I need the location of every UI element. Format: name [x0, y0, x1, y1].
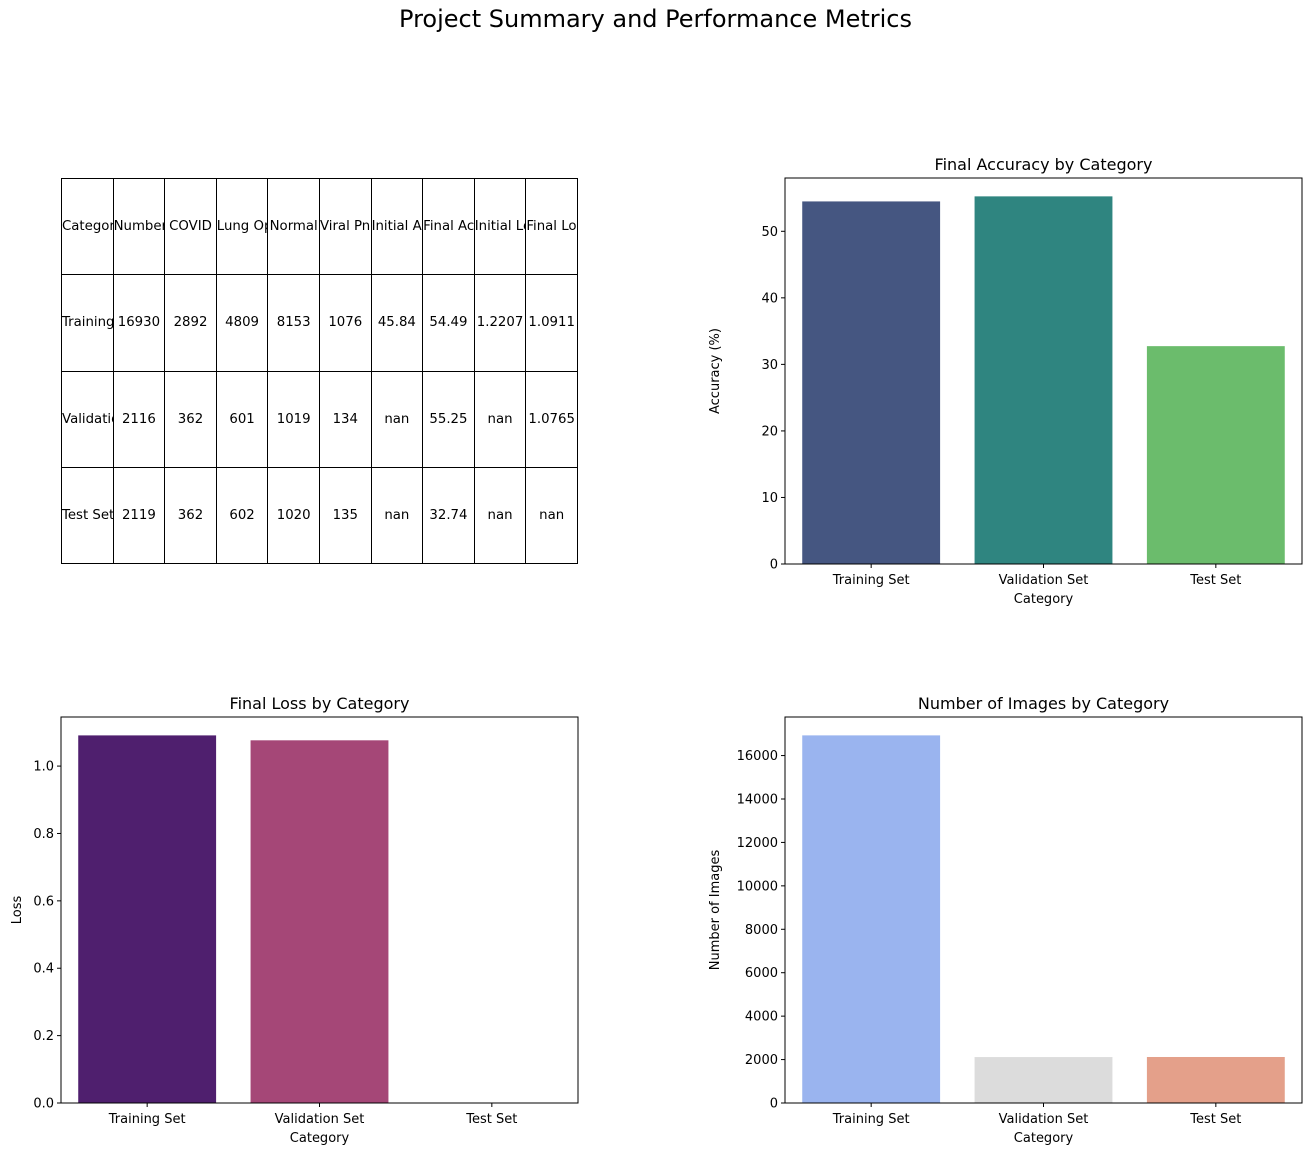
- table-cell: 4809: [215, 274, 269, 372]
- table-row: Validation Set21163626011019134nan55.25n…: [61, 370, 578, 468]
- chart1-ytick-label: 0: [770, 558, 778, 573]
- chart3-bar: [802, 735, 941, 1103]
- chart1-ytick-label: 30: [761, 358, 778, 373]
- chart2-ytick-label: 0.8: [33, 827, 54, 842]
- table-cell: Training Set: [61, 274, 114, 372]
- chart2-xtick-label: Training Set: [108, 1112, 186, 1127]
- chart2-ytick-label: 1.0: [33, 760, 54, 775]
- chart3-bar: [974, 1057, 1113, 1103]
- chart1-xtick-label: Training Set: [832, 573, 910, 588]
- table-cell: 16930: [112, 274, 166, 372]
- chart2-xlabel: Category: [290, 1131, 350, 1146]
- chart1-ylabel: Accuracy (%): [708, 328, 723, 414]
- table-cell: nan: [525, 466, 578, 565]
- table-row: Test Set 2119 362 602 1020 135 nan 32.74 nan nan: [61, 466, 578, 565]
- table-cell: nan: [370, 370, 424, 468]
- table-cell: 362: [164, 370, 217, 468]
- chart1-xtick-label: Test Set: [1189, 573, 1241, 588]
- chart3-xtick-label: Validation Set: [999, 1112, 1089, 1127]
- chart3-ytick-label: 8000: [745, 923, 778, 938]
- chart3-ytick-label: 0: [770, 1097, 778, 1112]
- table-header-cell: Normal: [267, 177, 320, 276]
- table-cell: 1.2207: [473, 274, 527, 372]
- table-cell: nan: [473, 370, 527, 468]
- table-header-cell: COVID: [164, 177, 217, 276]
- table-cell: 2119: [112, 466, 166, 565]
- table-header-cell: Final Loss: [525, 177, 578, 276]
- table-header-cell: Category: [61, 177, 114, 276]
- chart3-ytick-label: 12000: [737, 836, 778, 851]
- table-cell: 134: [318, 370, 372, 468]
- chart1-ytick-label: 20: [761, 424, 778, 439]
- table-cell: nan: [473, 466, 527, 565]
- table-header-cell: Initial Loss: [473, 177, 527, 276]
- chart1-bar: [1146, 346, 1285, 564]
- chart3-bar: [1146, 1056, 1285, 1103]
- table-header-cell: Number of Images: [112, 177, 166, 276]
- table-cell: 1019: [267, 370, 320, 468]
- chart3-ytick-label: 16000: [737, 749, 778, 764]
- table-cell: 362: [164, 466, 217, 565]
- chart2-bar: [78, 735, 217, 1103]
- chart1-bar: [802, 201, 941, 564]
- table-cell: 1020: [267, 466, 320, 565]
- chart2-title: Final Loss by Category: [230, 694, 410, 713]
- chart2-ytick-label: 0.2: [33, 1029, 54, 1044]
- chart1-ytick-label: 10: [761, 491, 778, 506]
- figure-title: Project Summary and Performance Metrics: [399, 5, 912, 33]
- table-cell: 55.25: [422, 370, 475, 468]
- chart2-ytick-label: 0.6: [33, 894, 54, 909]
- chart2-ytick-label: 0.0: [33, 1097, 54, 1112]
- table-cell: 54.49: [422, 274, 475, 372]
- chart1-ytick-label: 40: [761, 291, 778, 306]
- chart3-ytick-label: 2000: [745, 1053, 778, 1068]
- chart3-ytick-label: 10000: [737, 879, 778, 894]
- table-cell: 1076: [318, 274, 372, 372]
- table-cell: 2892: [164, 274, 217, 372]
- chart2-ylabel: Loss: [10, 896, 25, 925]
- chart2-xtick-label: Test Set: [465, 1112, 517, 1127]
- table-header-cell: Initial Accuracy: [370, 177, 424, 276]
- chart3-title: Number of Images by Category: [918, 694, 1169, 713]
- chart3-xtick-label: Training Set: [832, 1112, 910, 1127]
- table-cell: 32.74: [422, 466, 475, 565]
- chart1-bar: [974, 196, 1113, 564]
- table-header-cell: Lung Opacity: [215, 177, 269, 276]
- chart3-ytick-label: 6000: [745, 966, 778, 981]
- table-header-cell: Final Accuracy: [422, 177, 475, 276]
- chart2-bar: [250, 740, 389, 1103]
- table-cell: Test Set: [61, 466, 114, 565]
- chart1-title: Final Accuracy by Category: [935, 155, 1153, 174]
- chart3-xtick-label: Test Set: [1189, 1112, 1241, 1127]
- chart1-xlabel: Category: [1014, 592, 1074, 607]
- table-row: Training Set16930289248098153107645.8454…: [61, 274, 578, 372]
- chart1-xtick-label: Validation Set: [999, 573, 1089, 588]
- table-cell: 2116: [112, 370, 166, 468]
- table-cell: 601: [215, 370, 269, 468]
- table-cell: 45.84: [370, 274, 424, 372]
- chart1-ytick-label: 50: [761, 225, 778, 240]
- chart2-ytick-label: 0.4: [33, 962, 54, 977]
- chart3-ylabel: Number of Images: [708, 850, 723, 971]
- table-cell: 1.0911: [525, 274, 578, 372]
- table-cell: 1.0765: [525, 370, 578, 468]
- chart3-ytick-label: 14000: [737, 792, 778, 807]
- table-cell: 602: [215, 466, 269, 565]
- chart3-xlabel: Category: [1014, 1131, 1074, 1146]
- table-cell: nan: [370, 466, 424, 565]
- chart3-ytick-label: 4000: [745, 1010, 778, 1025]
- chart2-xtick-label: Validation Set: [275, 1112, 365, 1127]
